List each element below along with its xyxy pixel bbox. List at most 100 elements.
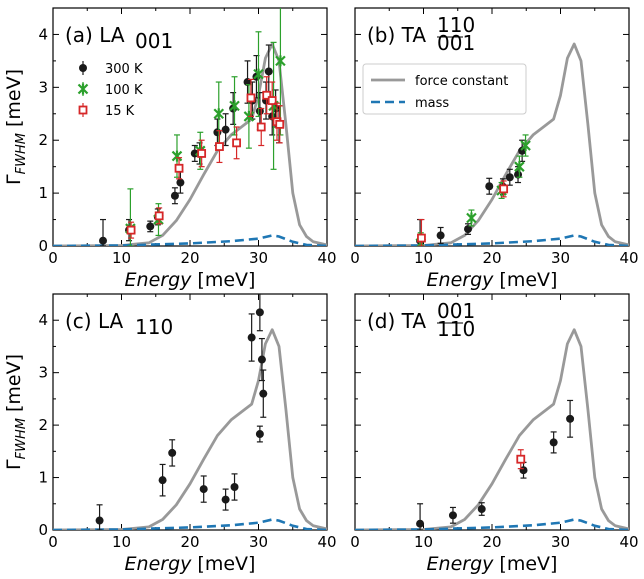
panel-title: (c) LA — [65, 309, 124, 333]
data-point — [246, 93, 256, 103]
x-tick-label: 30 — [249, 249, 268, 267]
series-15K — [417, 180, 509, 246]
data-point — [518, 146, 527, 155]
x-tick-label: 40 — [619, 249, 638, 267]
data-point — [232, 138, 241, 148]
x-tick-label: 10 — [112, 533, 131, 551]
legend-marker — [77, 83, 89, 95]
data-point — [255, 107, 264, 116]
legend-label: 100 K — [105, 83, 143, 98]
mass-line — [53, 234, 327, 246]
panel-title: (d) TA — [367, 309, 426, 333]
data-point — [171, 150, 183, 162]
x-tick-label: 30 — [551, 533, 570, 551]
y-tick-label: 4 — [38, 25, 48, 43]
x-tick-label: 40 — [317, 533, 336, 551]
panel-title-sup: 001 — [437, 299, 475, 323]
data-point — [464, 225, 473, 234]
data-point — [505, 173, 514, 182]
panel-a: 0 10 20 30 40 0 1 2 3 4 (a) LA 001 Energy [meV] ΓFWHM… — [3, 7, 337, 291]
series-15K — [516, 449, 526, 470]
x-tick-label: 10 — [112, 249, 131, 267]
data-point — [477, 505, 486, 514]
data-point — [514, 170, 523, 179]
data-point — [259, 389, 268, 398]
legend-label: force constant — [415, 74, 508, 89]
data-point — [436, 231, 445, 240]
data-point — [466, 212, 477, 224]
data-point — [197, 149, 207, 158]
data-point — [264, 67, 273, 76]
data-point — [520, 140, 531, 152]
legend-label: mass — [415, 96, 449, 111]
data-point — [154, 211, 164, 221]
force-constant-line — [355, 328, 629, 530]
force-constant-line — [53, 42, 327, 246]
data-point — [256, 122, 266, 132]
data-point — [126, 225, 136, 235]
legend-marker — [79, 64, 87, 72]
mass-line — [53, 518, 327, 530]
legend-label: 300 K — [105, 62, 143, 77]
data-point — [257, 355, 266, 364]
data-point — [221, 495, 230, 504]
y-tick-label: 2 — [38, 416, 48, 434]
x-tick-label: 0 — [48, 249, 58, 267]
data-point — [158, 476, 167, 485]
data-point — [417, 233, 426, 243]
data-point — [213, 108, 225, 120]
data-point — [516, 454, 526, 464]
data-point — [215, 142, 224, 151]
y-axis-title: ΓFWHM [meV] — [3, 354, 29, 470]
data-point — [267, 96, 277, 105]
y-axis-title: ΓFWHM [meV] — [3, 69, 29, 185]
data-point — [255, 308, 264, 317]
series-300K — [416, 139, 527, 246]
data-point — [213, 128, 222, 137]
legend-label: 15 K — [105, 104, 135, 119]
data-point — [253, 68, 264, 80]
data-points — [99, 8, 286, 246]
data-point — [416, 519, 425, 528]
series-100K — [415, 134, 531, 246]
x-tick-label: 0 — [350, 533, 360, 551]
data-points — [416, 399, 575, 530]
curves — [53, 42, 327, 246]
x-tick-label: 10 — [414, 533, 433, 551]
data-point — [262, 90, 272, 100]
data-point — [168, 448, 177, 457]
x-tick-label: 20 — [482, 533, 501, 551]
data-point — [243, 78, 252, 87]
x-axis-title: Energy [meV] — [427, 553, 558, 575]
data-point — [549, 438, 558, 447]
x-tick-label: 30 — [249, 533, 268, 551]
y-tick-label: 0 — [38, 521, 48, 539]
mass-line — [355, 518, 629, 530]
x-tick-label: 10 — [414, 249, 433, 267]
data-point — [499, 184, 509, 194]
data-point — [275, 119, 285, 129]
y-tick-label: 3 — [38, 78, 48, 96]
data-point — [170, 191, 179, 200]
data-point — [229, 100, 240, 112]
series-300K — [416, 399, 575, 530]
data-point — [95, 516, 104, 525]
x-axis-title: Energy [meV] — [427, 269, 558, 291]
data-point — [176, 178, 185, 187]
x-tick-label: 20 — [180, 249, 199, 267]
x-tick-label: 0 — [350, 249, 360, 267]
y-tick-label: 4 — [38, 311, 48, 329]
data-point — [485, 182, 494, 191]
data-point — [275, 55, 286, 67]
data-points — [95, 294, 268, 530]
x-tick-label: 20 — [180, 533, 199, 551]
data-point — [514, 161, 525, 173]
x-axis-title: Energy [meV] — [125, 553, 256, 575]
panel-title-sub: 001 — [437, 31, 475, 55]
panel-title-sub: 001 — [135, 29, 173, 53]
panel-title-sub: 110 — [437, 317, 475, 341]
x-tick-label: 40 — [619, 533, 638, 551]
data-point — [255, 430, 264, 439]
